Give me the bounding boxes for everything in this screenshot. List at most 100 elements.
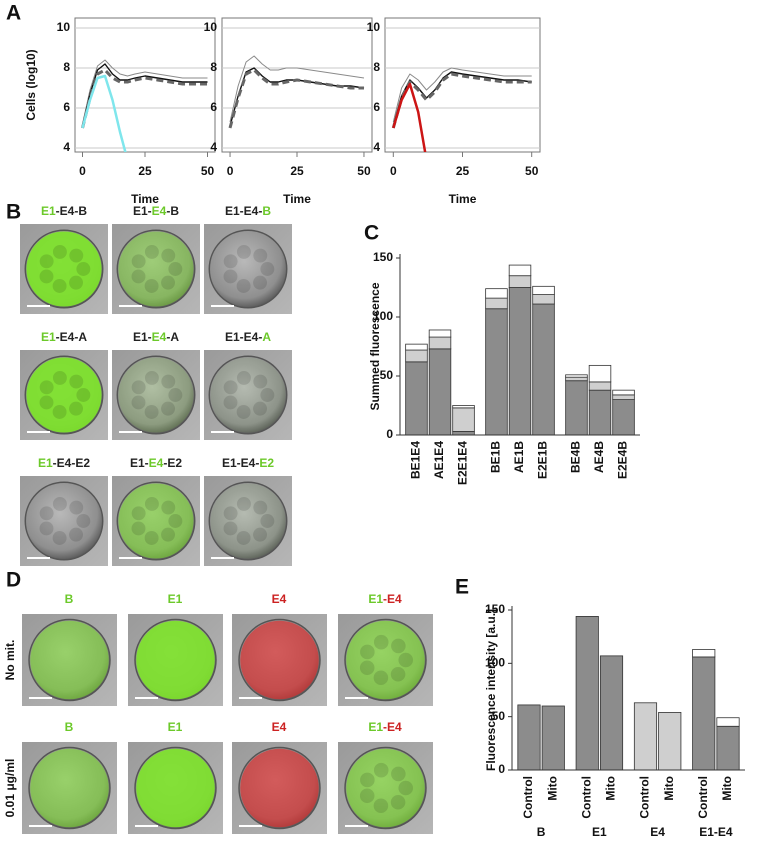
- label-part: E1-: [130, 456, 149, 470]
- bar-segment: [405, 361, 428, 436]
- bar-segment: [532, 285, 555, 295]
- texture: [168, 514, 183, 528]
- texture: [161, 500, 176, 515]
- y-tick-label: 10: [57, 20, 71, 34]
- texture: [39, 254, 54, 269]
- bar-segment: [716, 725, 740, 771]
- bar-segment: [588, 389, 612, 436]
- label-part: -E4-B: [56, 204, 88, 218]
- texture: [131, 269, 146, 284]
- bar-segment: [541, 705, 565, 771]
- series-line: [81, 68, 208, 129]
- x-tick-label: Mito: [662, 776, 676, 801]
- label-part: -A: [166, 330, 179, 344]
- cell: [208, 481, 288, 561]
- bar-segment: [485, 288, 508, 299]
- image-label: E4: [272, 592, 287, 606]
- texture: [236, 404, 251, 419]
- bar-segment: [599, 655, 624, 771]
- texture: [144, 530, 159, 545]
- x-tick-label: E2E1E4: [456, 441, 470, 485]
- x-tick-label: 25: [456, 164, 470, 178]
- texture: [161, 374, 176, 389]
- fluorescence: [26, 231, 102, 307]
- series-line: [391, 72, 532, 129]
- series-line: [228, 68, 364, 129]
- texture: [236, 370, 251, 385]
- x-axis-label: Time: [283, 192, 311, 206]
- x-tick-label: 0: [79, 164, 86, 178]
- y-tick-label: 0: [386, 427, 393, 441]
- label-part: E1: [368, 720, 383, 734]
- texture: [236, 496, 251, 511]
- texture: [223, 395, 238, 410]
- bar-segment: [428, 329, 452, 338]
- texture: [161, 527, 176, 542]
- y-axis-label: Fluorescence intensity [a.u.]: [484, 609, 498, 771]
- image-label: E1-E4: [368, 592, 402, 606]
- fluorescence: [240, 748, 319, 828]
- image-label: B: [65, 592, 74, 606]
- texture: [39, 380, 54, 395]
- x-tick-label: 50: [357, 164, 371, 178]
- bar-segment: [405, 343, 428, 351]
- texture: [236, 244, 251, 259]
- texture: [168, 388, 183, 402]
- cell: [208, 355, 288, 435]
- image-label: E1: [168, 720, 183, 734]
- label-part: E1-: [133, 204, 152, 218]
- panel-letter: D: [6, 569, 21, 592]
- bar-segment: [565, 380, 588, 436]
- bar-segment: [428, 348, 452, 436]
- texture: [253, 401, 268, 416]
- fluorescence: [136, 620, 215, 700]
- bar-segment: [633, 702, 658, 771]
- texture: [69, 248, 84, 263]
- texture: [144, 370, 159, 385]
- fluorescence: [118, 483, 194, 559]
- x-tick-label: Control: [521, 776, 535, 819]
- series-line: [229, 55, 365, 123]
- bar-segment: [485, 297, 508, 310]
- y-tick-label: 100: [373, 309, 393, 323]
- label-part: E1: [41, 204, 56, 218]
- fluorescence: [30, 748, 109, 828]
- label-part: E4: [152, 330, 167, 344]
- texture: [144, 244, 159, 259]
- series-line: [229, 67, 365, 127]
- image-label: E1-E4-E2: [130, 456, 182, 470]
- texture: [373, 634, 389, 650]
- texture: [39, 521, 54, 536]
- bar-segment: [612, 399, 635, 436]
- texture: [398, 652, 414, 668]
- fluorescence: [136, 748, 215, 828]
- x-tick-label: 25: [290, 164, 304, 178]
- texture: [76, 262, 91, 276]
- label-part: E1: [38, 456, 53, 470]
- image-label: E1-E4-B: [133, 204, 179, 218]
- y-tick-label: 6: [210, 100, 217, 114]
- image-label: E1-E4-B: [225, 204, 271, 218]
- y-tick-label: 8: [63, 60, 70, 74]
- texture: [359, 788, 375, 804]
- texture: [360, 772, 375, 788]
- y-axis-label: Cells (log10): [24, 49, 38, 120]
- x-tick-label: BE4B: [569, 441, 583, 473]
- fluorescence: [346, 620, 425, 700]
- bar-segment: [575, 616, 599, 771]
- y-tick-label: 4: [63, 140, 70, 154]
- texture: [236, 278, 251, 293]
- label-part: E1-: [133, 330, 152, 344]
- texture: [144, 496, 159, 511]
- label-part: B: [65, 592, 74, 606]
- cell: [116, 229, 196, 309]
- texture: [223, 380, 238, 395]
- series-line: [81, 74, 127, 152]
- label-part: E4: [152, 204, 167, 218]
- texture: [69, 527, 84, 542]
- texture: [373, 762, 389, 778]
- bar-segment: [532, 303, 555, 436]
- y-tick-label: 0: [498, 762, 505, 776]
- label-part: B: [262, 204, 271, 218]
- bar-segment: [692, 649, 716, 658]
